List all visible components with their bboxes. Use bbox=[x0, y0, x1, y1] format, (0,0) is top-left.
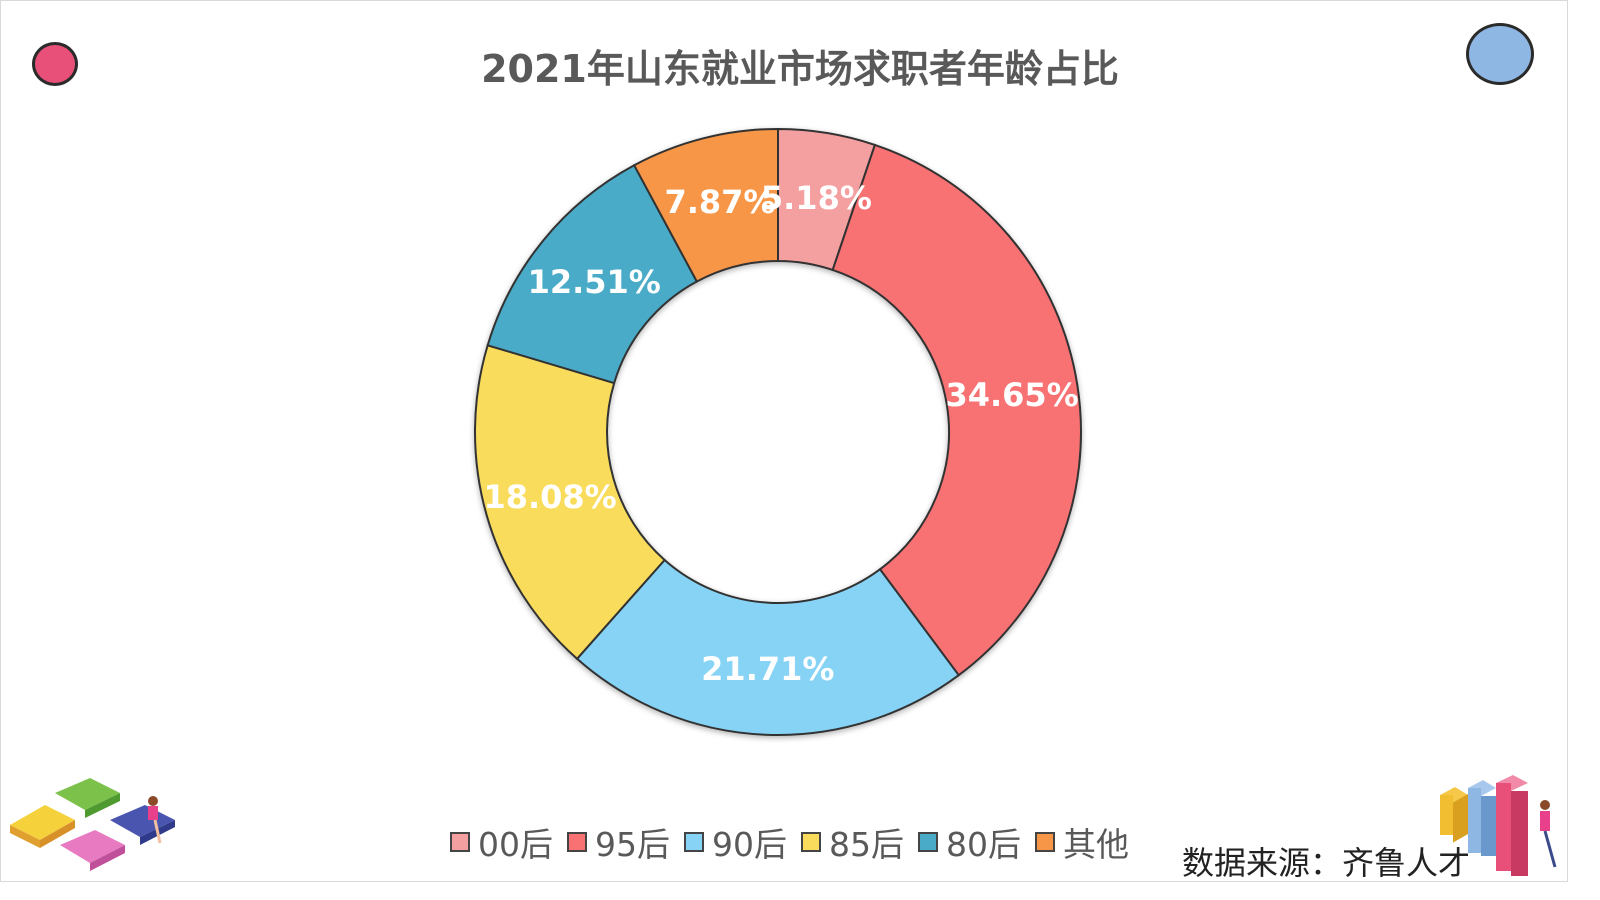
legend-swatch bbox=[567, 832, 587, 852]
legend-item-85[interactable]: 85后 bbox=[801, 818, 904, 866]
data-source-note: 数据来源：齐鲁人才 bbox=[1182, 844, 1471, 882]
chart-title: 2021年山东就业市场求职者年龄占比 bbox=[481, 47, 1119, 91]
legend-label: 其他 bbox=[1063, 825, 1129, 864]
donut-slice-3[interactable] bbox=[474, 344, 667, 661]
legend-item-90[interactable]: 90后 bbox=[684, 818, 787, 866]
legend-label: 00后 bbox=[478, 825, 553, 864]
decorative-pink-circle-icon bbox=[32, 42, 78, 86]
legend-item-80[interactable]: 80后 bbox=[918, 818, 1021, 866]
slice-label: 21.71% bbox=[701, 649, 835, 688]
slice-label: 5.18% bbox=[760, 179, 872, 218]
legend-item-95[interactable]: 95后 bbox=[567, 818, 670, 866]
legend-label: 85后 bbox=[829, 825, 904, 864]
legend-label: 90后 bbox=[712, 825, 787, 864]
slice-label: 12.51% bbox=[527, 263, 661, 302]
decorative-blue-circle-icon bbox=[1466, 23, 1534, 85]
donut-slice-1[interactable] bbox=[831, 143, 1082, 677]
legend-swatch bbox=[801, 832, 821, 852]
legend-swatch bbox=[918, 832, 938, 852]
slice-label: 7.87% bbox=[664, 183, 776, 222]
legend-label: 95后 bbox=[595, 825, 670, 864]
legend-swatch bbox=[450, 832, 470, 852]
slice-label: 18.08% bbox=[483, 477, 617, 516]
legend-item-00[interactable]: 00后 bbox=[450, 818, 553, 866]
bar-chart-illustration-icon bbox=[1440, 775, 1557, 876]
chart-legend: 00后 95后 90后 85后 80后 其他 bbox=[450, 818, 1143, 866]
donut-slice-5[interactable] bbox=[632, 127, 779, 283]
legend-label: 80后 bbox=[946, 825, 1021, 864]
legend-swatch bbox=[684, 832, 704, 852]
puzzle-illustration-icon bbox=[10, 778, 175, 871]
legend-swatch bbox=[1035, 832, 1055, 852]
donut-slice-2[interactable] bbox=[575, 558, 961, 736]
slice-label: 34.65% bbox=[945, 375, 1079, 414]
legend-item-other[interactable]: 其他 bbox=[1035, 818, 1129, 866]
